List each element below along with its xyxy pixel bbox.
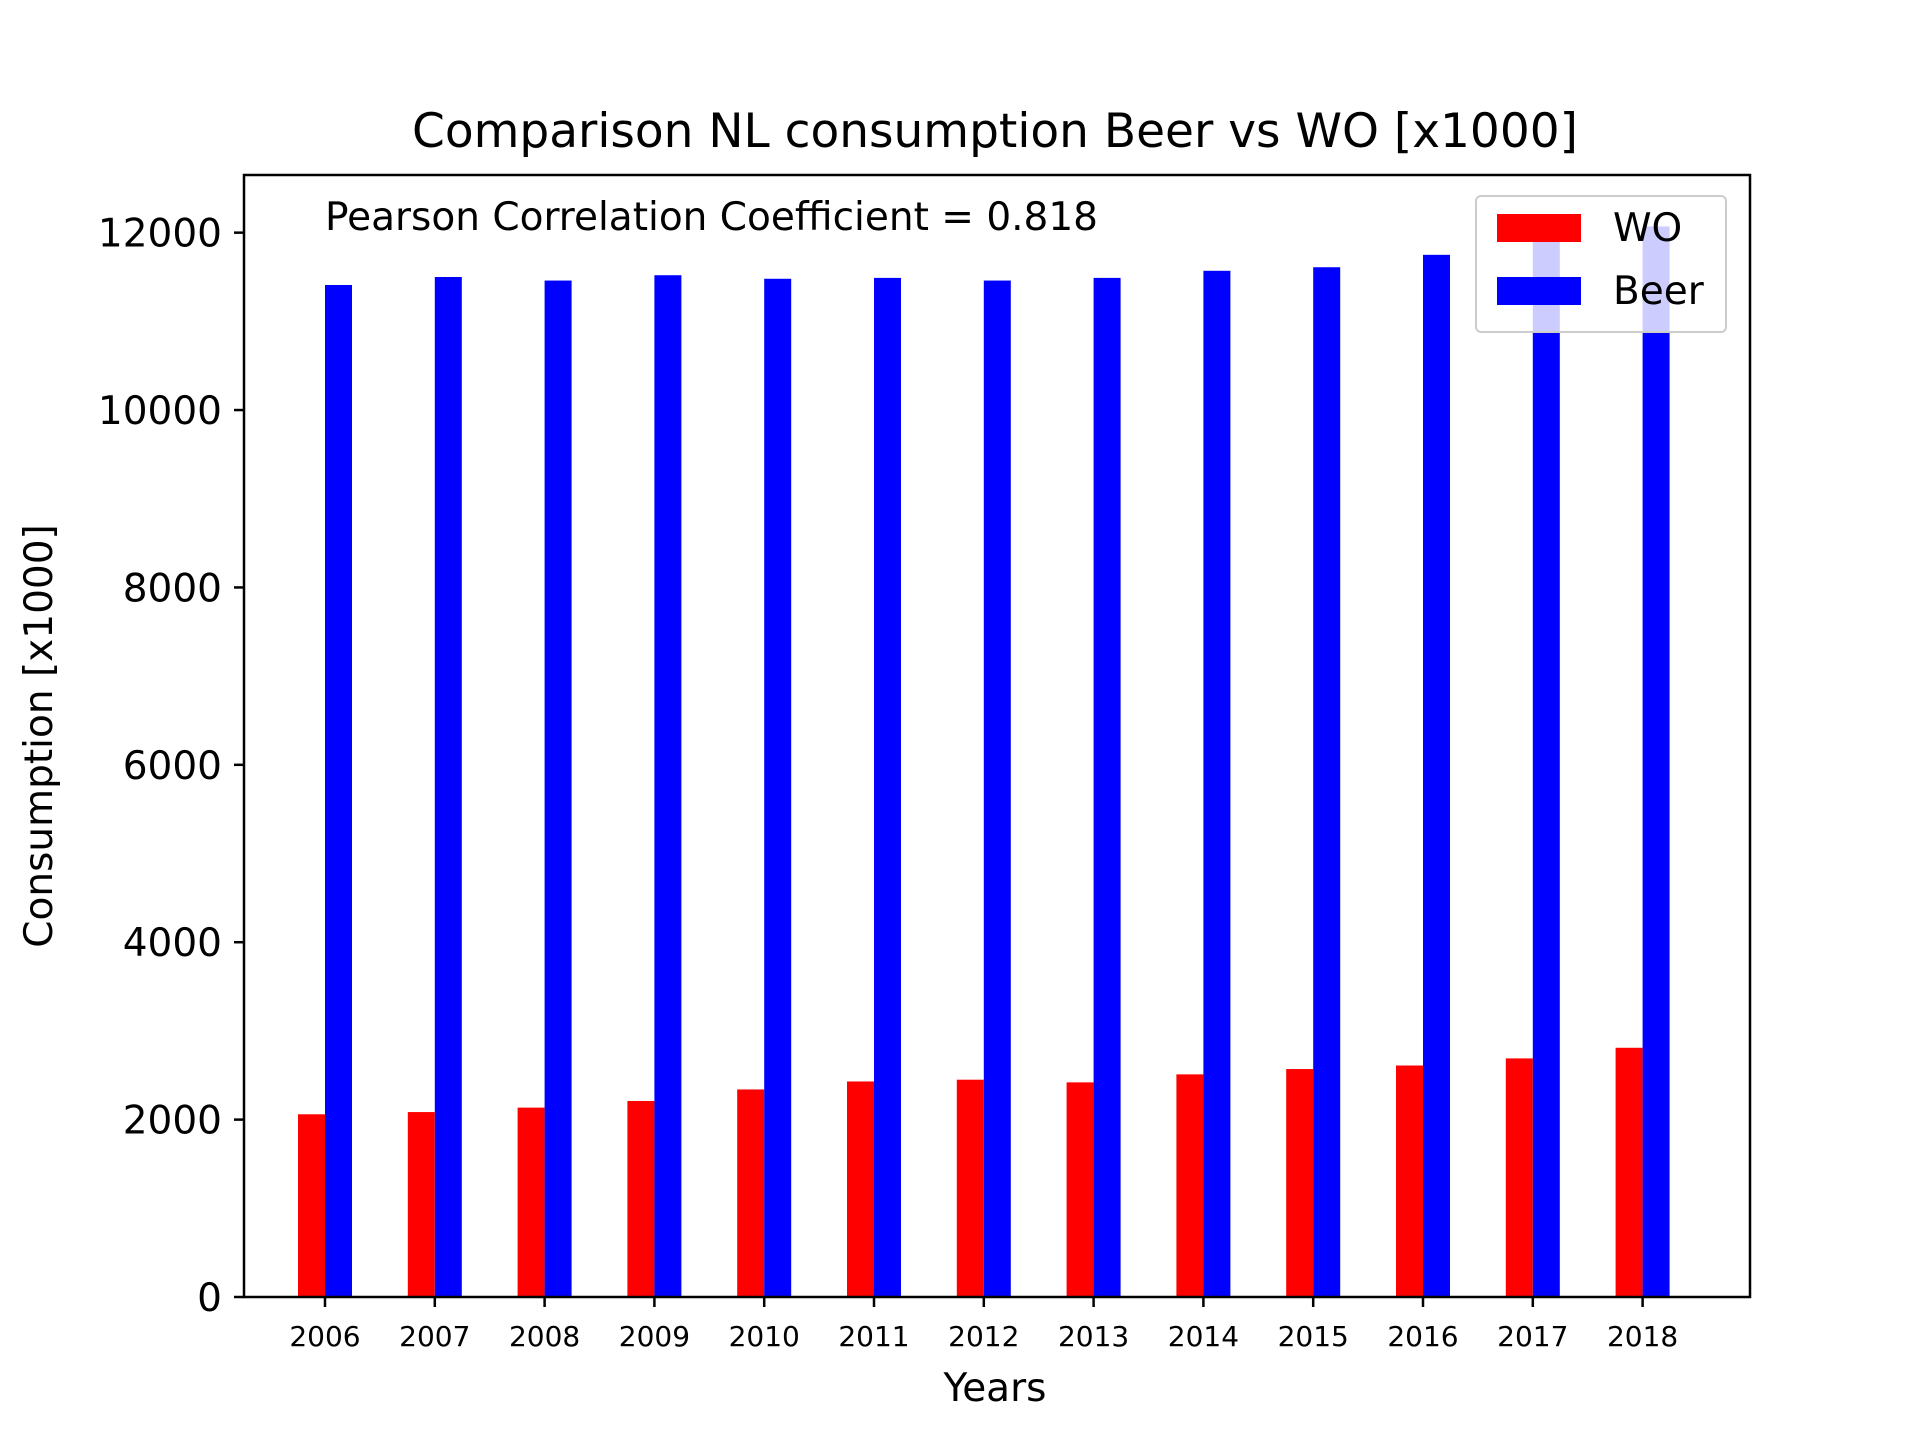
x-tick-label: 2010 — [729, 1320, 800, 1353]
bar-wo-2006 — [298, 1114, 325, 1297]
bar-wo-2018 — [1615, 1047, 1643, 1297]
x-tick-label: 2011 — [838, 1320, 909, 1353]
bar-wo-2013 — [1066, 1082, 1094, 1297]
legend-label-wo: WO — [1613, 206, 1682, 251]
y-tick-label: 12000 — [98, 212, 222, 257]
x-tick-label: 2016 — [1387, 1320, 1458, 1353]
bar-wo-2017 — [1505, 1058, 1533, 1297]
x-axis-label: Years — [943, 1366, 1047, 1411]
y-tick-label: 8000 — [123, 566, 222, 611]
x-axis: 2006 2007 2008 2009 2010 2011 2012 2013 2014 2015… — [289, 1297, 1678, 1353]
bar-beer-2014 — [1203, 270, 1231, 1297]
x-tick-label: 2015 — [1278, 1320, 1349, 1353]
x-tick-label: 2007 — [399, 1320, 470, 1353]
legend-swatch-wo — [1497, 214, 1581, 242]
y-tick-label: 2000 — [123, 1099, 222, 1144]
y-axis: 0 2000 4000 6000 8000 10000 12000 — [98, 212, 244, 1321]
bar-beer-2011 — [874, 277, 901, 1297]
x-tick-label: 2013 — [1058, 1320, 1129, 1353]
x-tick-label: 2017 — [1497, 1320, 1568, 1353]
bar-beer-2016 — [1423, 254, 1450, 1298]
legend-swatch-beer — [1497, 277, 1581, 305]
x-tick-label: 2014 — [1168, 1320, 1239, 1353]
plot-frame — [242, 173, 1752, 1299]
bar-wo-2011 — [847, 1081, 874, 1297]
correlation-annotation: Pearson Correlation Coefficient = 0.818 — [325, 195, 1098, 240]
bar-beer-2006 — [325, 284, 352, 1298]
bar-beer-2017 — [1532, 238, 1560, 1298]
y-tick-label: 4000 — [123, 921, 222, 966]
bar-beer-2013 — [1093, 277, 1121, 1297]
bar-beer-2007 — [434, 277, 462, 1297]
x-tick-label: 2009 — [619, 1320, 690, 1353]
legend-label-beer: Beer — [1613, 269, 1705, 314]
x-tick-label: 2008 — [509, 1320, 580, 1353]
bar-beer-2015 — [1313, 267, 1341, 1297]
bar-beer-2010 — [764, 278, 792, 1297]
x-tick-label: 2018 — [1607, 1320, 1678, 1353]
bar-wo-2010 — [737, 1089, 765, 1297]
bar-beer-2009 — [654, 275, 682, 1298]
bar-wo-2016 — [1396, 1065, 1423, 1297]
y-tick-label: 6000 — [123, 744, 222, 789]
y-tick-label: 0 — [197, 1276, 222, 1321]
x-tick-label: 2006 — [289, 1320, 360, 1353]
bar-wo-2008 — [517, 1107, 545, 1297]
bars-layer — [298, 226, 1670, 1298]
bar-wo-2012 — [956, 1079, 984, 1297]
bar-wo-2015 — [1286, 1069, 1314, 1297]
x-tick-label: 2012 — [948, 1320, 1019, 1353]
y-axis-label: Consumption [x1000] — [17, 524, 62, 947]
bar-beer-2018 — [1642, 226, 1670, 1298]
bar-beer-2008 — [544, 280, 572, 1297]
bar-wo-2009 — [627, 1100, 655, 1297]
bar-wo-2014 — [1176, 1074, 1204, 1297]
legend: WO Beer — [1475, 195, 1727, 333]
y-tick-label: 10000 — [98, 389, 222, 434]
legend-items: WO Beer — [1497, 206, 1705, 314]
chart-title: Comparison NL consumption Beer vs WO [x1… — [412, 104, 1578, 159]
bar-beer-2012 — [983, 280, 1011, 1297]
bar-wo-2007 — [407, 1112, 435, 1297]
